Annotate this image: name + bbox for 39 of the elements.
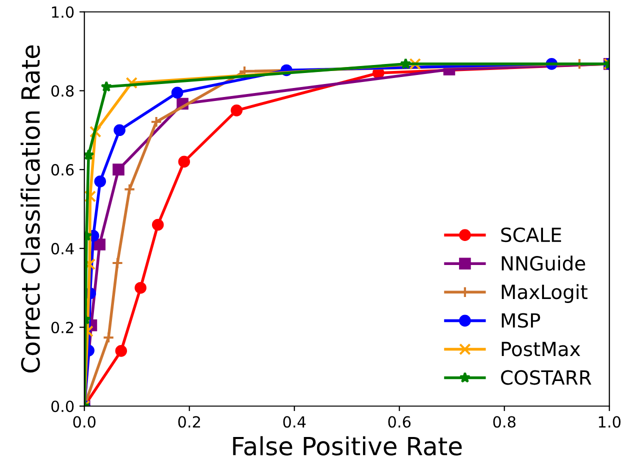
point	[126, 76, 138, 89]
legend-label: MSP	[502, 313, 540, 328]
x-axis-title: False Positive Rate	[233, 436, 462, 456]
point	[230, 104, 243, 116]
point	[409, 58, 422, 70]
point	[112, 257, 124, 269]
x-tick-label: 0.0	[73, 416, 96, 428]
y-tick-label: 0.6	[51, 164, 74, 176]
point	[115, 345, 128, 357]
legend-label: SCALE	[501, 227, 562, 242]
y-tick-label: 0.8	[51, 85, 74, 97]
point	[134, 282, 146, 294]
point	[152, 218, 164, 231]
point	[112, 164, 124, 176]
point	[94, 238, 106, 250]
point	[89, 126, 102, 138]
x-tick-label: 0.2	[178, 416, 200, 428]
legend-label: PostMax	[502, 342, 580, 356]
y-tick-label: 0.4	[51, 242, 74, 254]
y-tick-label: 0.0	[51, 400, 74, 412]
point	[94, 175, 106, 188]
legend-label: COSTARR	[501, 370, 592, 385]
point	[150, 116, 162, 128]
point	[178, 156, 190, 168]
point	[114, 124, 126, 136]
x-tick-label: 1.0	[598, 416, 621, 428]
y-tick-label: 0.2	[51, 322, 74, 334]
legend-label: NNGuide	[502, 256, 586, 271]
x-tick-label: 0.8	[493, 416, 516, 428]
legend-label: MaxLogit	[502, 284, 588, 304]
point	[84, 149, 94, 160]
point	[102, 332, 114, 344]
y-axis-title: Correct Classification Rate	[20, 45, 40, 373]
point	[124, 183, 136, 196]
point	[171, 86, 184, 99]
y-tick-label: 1.0	[52, 6, 74, 18]
point	[84, 190, 96, 202]
x-tick-label: 0.4	[283, 416, 306, 428]
x-tick-label: 0.6	[388, 416, 411, 428]
